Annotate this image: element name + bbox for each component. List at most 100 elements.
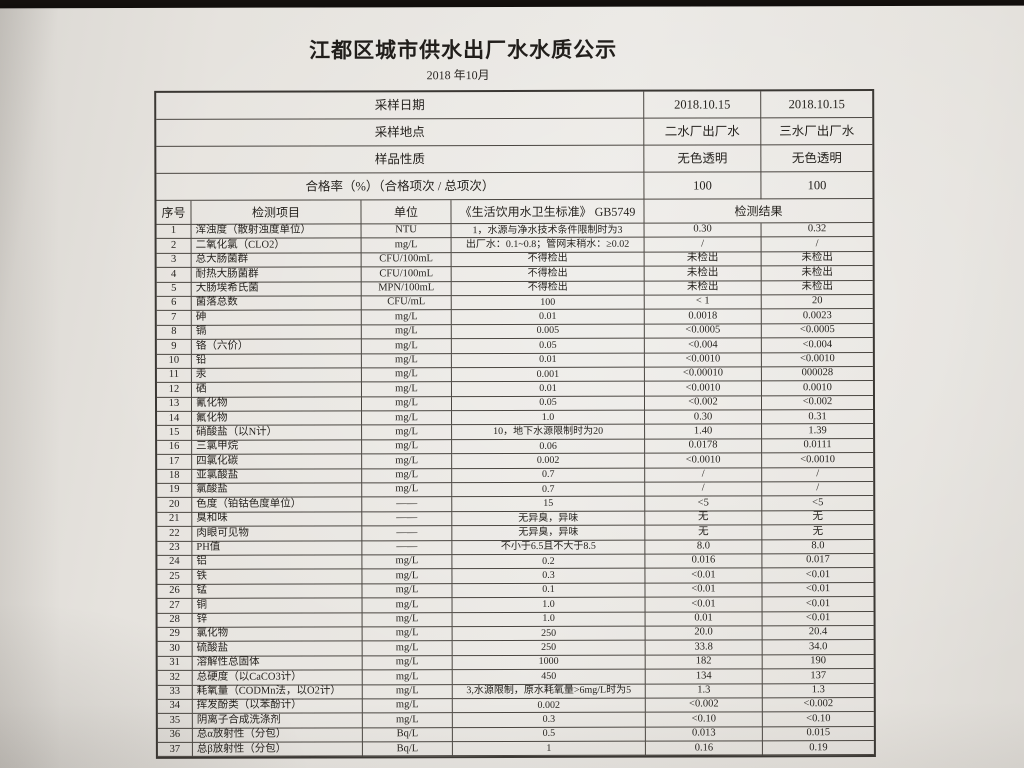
row-unit: mg/L — [361, 382, 452, 398]
row-number: 35 — [157, 714, 193, 729]
row-number: 21 — [157, 512, 193, 528]
row-unit: —— — [362, 497, 453, 513]
row-standard-limit: 不小于6.5且不大于8.5 — [452, 540, 646, 556]
row-standard-limit: 1，水源与净水技术条件限制时为3 — [451, 223, 645, 239]
row-result-plant2: <0.004 — [644, 338, 762, 354]
row-unit: mg/L — [362, 699, 453, 714]
row-result-plant3: 34.0 — [762, 640, 874, 656]
row-unit: Bq/L — [362, 742, 453, 757]
row-result-plant3: 000028 — [761, 366, 873, 382]
row-item-name: 浑浊度（散射浊度单位） — [191, 224, 362, 240]
row-result-plant3: 未检出 — [761, 280, 873, 296]
row-unit: mg/L — [361, 310, 452, 326]
row-result-plant3: / — [762, 467, 874, 483]
row-unit: CFU/mL — [361, 296, 452, 311]
data-rows: 1 浑浊度（散射浊度单位） NTU 1，水源与净水技术条件限制时为3 0.30 … — [156, 223, 874, 758]
row-number: 3 — [156, 253, 192, 269]
row-unit: mg/L — [362, 713, 453, 729]
row-result-plant2: 0.013 — [645, 727, 763, 742]
row-unit: MPN/100mL — [361, 281, 452, 297]
row-number: 10 — [156, 354, 192, 369]
meta-value-plant3: 100 — [761, 172, 873, 200]
row-item-name: 臭和味 — [192, 512, 363, 528]
row-number: 9 — [156, 339, 192, 355]
row-standard-limit: 1 — [452, 741, 646, 757]
row-result-plant2: 8.0 — [645, 539, 763, 555]
row-unit: mg/L — [362, 583, 453, 599]
row-number: 14 — [157, 411, 193, 427]
row-standard-limit: 0.7 — [452, 482, 646, 498]
row-result-plant2: <0.0010 — [645, 453, 763, 469]
row-result-plant3: <0.10 — [762, 712, 874, 728]
row-result-plant3: <0.01 — [762, 611, 874, 627]
row-result-plant3: 0.32 — [761, 223, 873, 238]
row-standard-limit: 不得检出 — [451, 266, 645, 282]
row-item-name: 镉 — [191, 325, 362, 340]
row-unit: mg/L — [362, 641, 453, 657]
row-number: 17 — [157, 455, 193, 470]
row-unit: mg/L — [362, 627, 453, 642]
row-result-plant3: 无 — [762, 525, 874, 540]
page-title: 江都区城市供水出厂水水质公示 — [309, 38, 618, 63]
row-unit: mg/L — [362, 569, 453, 585]
row-number: 1 — [156, 224, 192, 240]
row-result-plant2: 0.0018 — [644, 309, 762, 325]
row-result-plant3: 0.0111 — [762, 438, 874, 454]
row-unit: mg/L — [361, 339, 452, 354]
row-number: 15 — [157, 426, 193, 441]
row-unit: —— — [362, 540, 453, 556]
row-result-plant2: 182 — [645, 655, 763, 670]
row-item-name: 四氯化碳 — [192, 454, 363, 470]
row-result-plant3: 0.015 — [762, 726, 874, 742]
row-item-name: 总大肠菌群 — [191, 253, 362, 269]
row-result-plant3: 0.0023 — [761, 309, 873, 325]
row-item-name: 氟化物 — [192, 411, 363, 427]
row-unit: mg/L — [362, 411, 453, 426]
row-item-name: 挥发酚类（以苯酚计） — [192, 699, 363, 715]
row-result-plant3: <0.004 — [761, 338, 873, 353]
row-standard-limit: 0.01 — [451, 381, 645, 397]
row-item-name: 汞 — [191, 368, 362, 384]
row-unit: —— — [362, 511, 453, 527]
row-result-plant2: 未检出 — [644, 252, 762, 267]
row-result-plant3: 0.0010 — [761, 381, 873, 397]
row-result-plant2: 1.3 — [645, 683, 763, 699]
row-standard-limit: 出厂水：0.1~0.8；管网末稍水：≥0.02 — [451, 238, 645, 253]
column-header-unit: 单位 — [361, 200, 452, 225]
row-standard-limit: 250 — [452, 640, 646, 656]
row-item-name: 铝 — [192, 555, 363, 571]
row-result-plant2: <0.01 — [645, 597, 763, 613]
row-item-name: 砷 — [191, 310, 362, 326]
row-number: 18 — [157, 469, 193, 484]
row-result-plant2: / — [645, 467, 763, 483]
row-result-plant2: <0.0010 — [644, 352, 762, 368]
row-standard-limit: 0.05 — [451, 338, 645, 354]
row-unit: mg/L — [362, 483, 453, 498]
column-header-no: 序号 — [156, 200, 192, 225]
row-number: 2 — [156, 239, 192, 254]
row-item-name: 硝酸盐（以N计） — [192, 425, 363, 441]
row-standard-limit: 15 — [452, 497, 646, 512]
row-result-plant2: 0.30 — [644, 223, 762, 239]
row-result-plant3: 8.0 — [762, 539, 874, 555]
row-number: 27 — [157, 598, 193, 614]
row-number: 4 — [156, 268, 192, 283]
row-standard-limit: 不得检出 — [451, 252, 645, 268]
row-standard-limit: 0.002 — [452, 453, 646, 469]
meta-row-pass-rate: 合格率（%）（合格项次 / 总项次） 100 100 — [156, 172, 873, 201]
row-result-plant2: / — [644, 237, 762, 253]
column-header-item: 检测项目 — [191, 200, 362, 225]
row-number: 26 — [157, 584, 193, 600]
row-item-name: 二氧化氯（CLO2） — [191, 238, 362, 254]
row-standard-limit: 100 — [451, 295, 645, 311]
row-item-name: 总β放射性（分包） — [192, 742, 363, 758]
row-unit: mg/L — [361, 324, 452, 340]
row-result-plant2: 无 — [645, 525, 763, 541]
row-result-plant2: <0.0005 — [644, 324, 762, 339]
row-standard-limit: 0.05 — [451, 396, 646, 412]
row-result-plant3: 0.017 — [762, 554, 874, 569]
row-unit: mg/L — [362, 468, 453, 484]
row-unit: mg/L — [362, 440, 453, 455]
meta-row-sample-date: 采样日期 2018.10.15 2018.10.15 — [156, 91, 873, 120]
